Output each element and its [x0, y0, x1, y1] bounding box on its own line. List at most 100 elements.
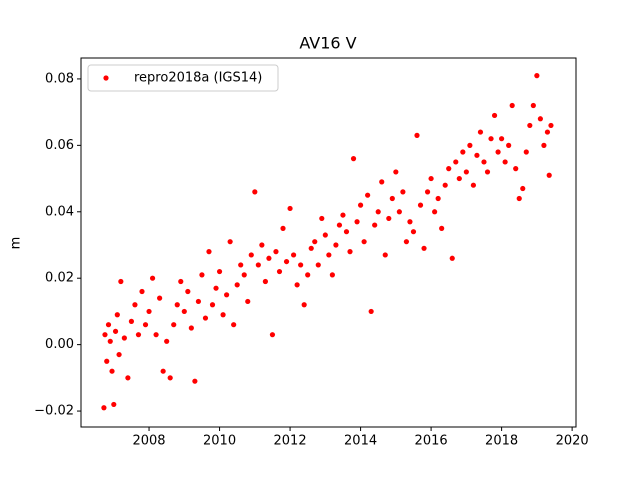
point — [386, 215, 392, 222]
point — [350, 156, 357, 162]
point — [393, 169, 399, 175]
point — [102, 332, 108, 338]
point — [259, 242, 265, 248]
y-tick-label: 0.02 — [45, 271, 74, 286]
point — [446, 166, 452, 172]
point — [382, 252, 388, 258]
point — [252, 189, 258, 195]
point — [135, 332, 142, 338]
point — [157, 295, 163, 301]
chart-title: AV16 V — [299, 34, 356, 53]
point — [107, 338, 113, 344]
legend-marker — [103, 75, 109, 81]
point — [105, 322, 112, 328]
point — [164, 338, 170, 344]
point — [153, 332, 159, 338]
point — [112, 328, 119, 334]
point — [424, 189, 431, 195]
point — [481, 159, 487, 165]
point — [195, 298, 202, 305]
point — [111, 401, 117, 408]
x-tick-label: 2008 — [132, 434, 165, 449]
point — [520, 185, 526, 192]
point — [513, 166, 519, 172]
point — [336, 222, 343, 228]
point — [527, 122, 533, 129]
point — [396, 209, 402, 215]
point — [298, 262, 304, 268]
point — [266, 255, 272, 261]
point — [463, 169, 469, 175]
point — [206, 249, 212, 255]
point — [477, 129, 484, 135]
point — [460, 149, 466, 155]
point — [484, 169, 491, 175]
point — [347, 249, 353, 255]
point — [224, 292, 230, 298]
point — [301, 302, 307, 308]
point — [516, 195, 522, 202]
point — [365, 192, 371, 198]
point — [128, 318, 135, 324]
point — [453, 159, 459, 165]
point — [192, 378, 198, 384]
point — [202, 315, 209, 321]
point — [142, 322, 149, 328]
point — [104, 358, 110, 364]
point — [502, 159, 508, 165]
point — [326, 252, 332, 258]
point — [269, 332, 276, 338]
point — [403, 239, 410, 245]
point — [375, 209, 381, 215]
legend-box — [87, 64, 279, 92]
point — [109, 368, 115, 374]
point — [432, 209, 438, 215]
point — [488, 136, 494, 142]
point — [439, 225, 445, 231]
point — [354, 219, 360, 225]
point — [199, 272, 205, 278]
x-tick-label: 2010 — [203, 434, 236, 449]
point — [530, 102, 536, 109]
point — [379, 179, 385, 185]
point — [322, 232, 328, 238]
x-tick-label: 2016 — [415, 434, 448, 449]
point — [276, 268, 283, 275]
point — [470, 182, 477, 188]
point — [329, 272, 335, 278]
point — [534, 73, 540, 79]
point — [290, 252, 297, 258]
point — [273, 249, 279, 255]
x-tick-label: 2012 — [274, 434, 307, 449]
y-tick-label: 0.06 — [45, 138, 74, 153]
point — [499, 136, 505, 142]
plot-frame — [80, 57, 577, 428]
x-tick-label: 2020 — [556, 434, 589, 449]
point — [139, 288, 145, 295]
point — [474, 152, 480, 158]
point — [456, 175, 462, 182]
point — [410, 229, 417, 235]
point — [319, 215, 325, 222]
point — [389, 195, 395, 202]
point — [340, 212, 346, 218]
x-tick-label: 2018 — [485, 434, 518, 449]
point — [185, 288, 191, 295]
point — [343, 229, 350, 235]
point — [333, 242, 339, 248]
y-tick-label: 0.04 — [45, 204, 74, 219]
point — [146, 308, 152, 315]
point — [121, 335, 127, 341]
y-tick-label: 0.00 — [45, 337, 74, 352]
point — [116, 351, 122, 358]
point — [231, 322, 237, 328]
point — [435, 195, 441, 202]
point — [541, 142, 547, 148]
point — [428, 175, 434, 182]
point — [188, 325, 194, 331]
y-axis-label: m — [9, 237, 24, 250]
y-tick-label: 0.08 — [45, 71, 74, 86]
point — [449, 255, 455, 261]
point — [132, 302, 138, 308]
point — [181, 308, 187, 315]
